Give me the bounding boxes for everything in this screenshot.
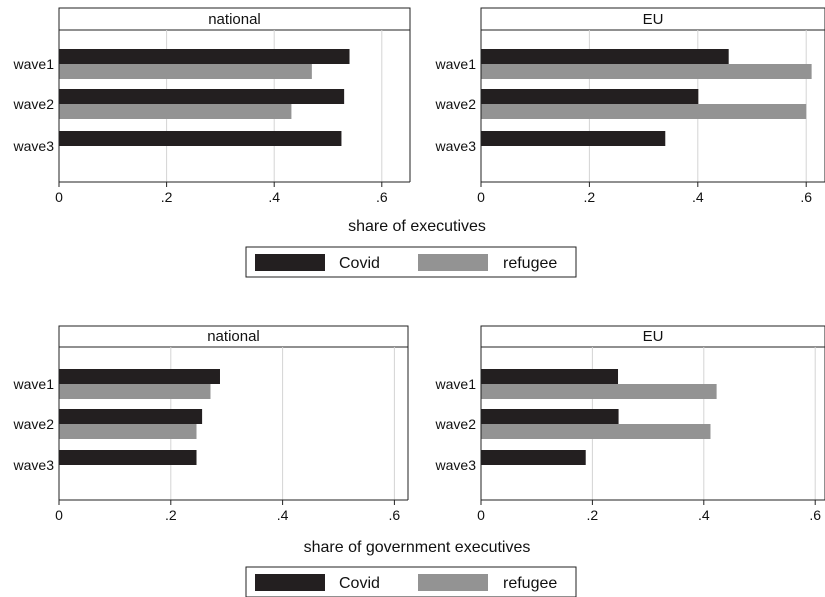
bar-covid-wave1 bbox=[481, 369, 619, 384]
bar-refugee-wave2 bbox=[59, 424, 197, 439]
legend-key-covid bbox=[255, 254, 325, 271]
x-tick-label: .6 bbox=[376, 189, 388, 205]
bar-covid-wave3 bbox=[59, 450, 197, 465]
category-label: wave1 bbox=[435, 376, 477, 392]
panel-title: EU bbox=[643, 11, 664, 28]
panel-national-bottom: national wave1 wave2 wave3 0 .2 .4 .6 bbox=[13, 325, 409, 523]
bar-refugee-wave1 bbox=[59, 384, 211, 399]
category-label: wave1 bbox=[435, 56, 477, 72]
bar-refugee-wave2 bbox=[59, 104, 292, 119]
bar-refugee-wave1 bbox=[59, 64, 312, 79]
legend-label-refugee: refugee bbox=[503, 255, 557, 272]
category-label: wave3 bbox=[435, 457, 477, 473]
category-label: wave2 bbox=[435, 416, 477, 432]
x-tick-label: 0 bbox=[55, 507, 63, 523]
x-tick-label: .2 bbox=[161, 189, 173, 205]
figure-1-footer: share of executives Covid refugee bbox=[245, 218, 577, 278]
panel-title: national bbox=[207, 328, 260, 345]
bar-covid-wave2 bbox=[481, 89, 699, 104]
legend: Covid refugee bbox=[245, 566, 577, 597]
bar-refugee-wave1 bbox=[481, 384, 717, 399]
bar-refugee-wave2 bbox=[481, 104, 807, 119]
bar-covid-wave1 bbox=[59, 369, 220, 384]
bar-covid-wave2 bbox=[59, 409, 203, 424]
bar-covid-wave2 bbox=[481, 409, 619, 424]
x-tick-label: 0 bbox=[477, 507, 485, 523]
x-tick-label: .6 bbox=[809, 507, 821, 523]
bar-covid-wave3 bbox=[481, 131, 666, 146]
x-tick-label: 0 bbox=[55, 189, 63, 205]
figure-2-footer: share of government executives Covid refug… bbox=[245, 539, 577, 597]
bar-covid-wave1 bbox=[59, 49, 350, 64]
legend-key-refugee bbox=[418, 574, 488, 591]
legend: Covid refugee bbox=[245, 246, 577, 278]
x-tick-label: 0 bbox=[477, 189, 485, 205]
panel-title: national bbox=[208, 11, 261, 28]
x-axis-title: share of government executives bbox=[304, 539, 531, 556]
x-tick-label: .6 bbox=[800, 189, 812, 205]
x-axis-title: share of executives bbox=[348, 218, 486, 235]
legend-label-refugee: refugee bbox=[503, 575, 557, 592]
category-label: wave2 bbox=[435, 96, 477, 112]
legend-key-refugee bbox=[418, 254, 488, 271]
bar-covid-wave1 bbox=[481, 49, 729, 64]
category-label: wave1 bbox=[13, 376, 55, 392]
bar-covid-wave3 bbox=[481, 450, 586, 465]
category-label: wave1 bbox=[13, 56, 55, 72]
panel-title: EU bbox=[643, 328, 664, 345]
x-tick-label: .4 bbox=[692, 189, 704, 205]
panel-national-top: national wave1 wave2 wave3 0 .2 .4 .6 bbox=[13, 7, 411, 205]
category-label: wave2 bbox=[13, 416, 55, 432]
x-tick-label: .2 bbox=[587, 507, 599, 523]
x-tick-label: .2 bbox=[584, 189, 596, 205]
panel-eu-bottom: EU wave1 wave2 wave3 0 .2 .4 .6 bbox=[435, 325, 825, 523]
panel-strip bbox=[480, 7, 825, 31]
category-label: wave3 bbox=[13, 457, 55, 473]
x-tick-label: .4 bbox=[268, 189, 280, 205]
legend-label-covid: Covid bbox=[339, 575, 380, 592]
x-tick-label: .4 bbox=[698, 507, 710, 523]
category-label: wave3 bbox=[435, 138, 477, 154]
bar-refugee-wave1 bbox=[481, 64, 812, 79]
x-tick-label: .2 bbox=[165, 507, 177, 523]
legend-label-covid: Covid bbox=[339, 255, 380, 272]
category-label: wave2 bbox=[13, 96, 55, 112]
bar-refugee-wave2 bbox=[481, 424, 711, 439]
bar-covid-wave2 bbox=[59, 89, 345, 104]
x-tick-label: .6 bbox=[389, 507, 401, 523]
category-label: wave3 bbox=[13, 138, 55, 154]
bar-covid-wave3 bbox=[59, 131, 342, 146]
panel-strip bbox=[58, 7, 411, 31]
x-tick-label: .4 bbox=[277, 507, 289, 523]
panel-eu-top: EU wave1 wave2 wave3 0 .2 .4 .6 bbox=[435, 7, 825, 205]
panel-strip bbox=[58, 325, 409, 348]
panel-strip bbox=[480, 325, 825, 348]
legend-key-covid bbox=[255, 574, 325, 591]
